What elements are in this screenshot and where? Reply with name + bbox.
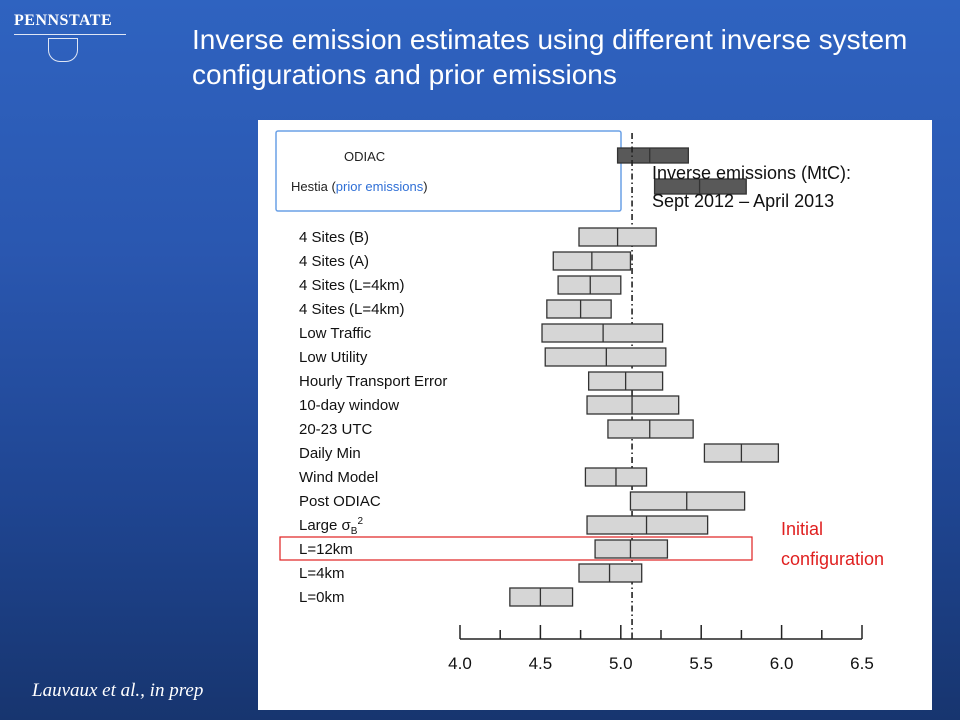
prior-label-odiac: ODIAC bbox=[344, 149, 385, 164]
row-label: 4 Sites (B) bbox=[299, 229, 369, 246]
row-label: 10-day window bbox=[299, 397, 399, 414]
row-box bbox=[557, 275, 622, 295]
prior-label-hestia: Hestia (prior emissions) bbox=[291, 179, 428, 194]
annotation-line: Sept 2012 – April 2013 bbox=[652, 191, 834, 211]
highlight-frame bbox=[279, 536, 753, 561]
logo-divider bbox=[14, 34, 126, 35]
row-label: Large σB2 bbox=[299, 516, 363, 537]
row-box bbox=[607, 419, 694, 439]
x-tick-label: 6.5 bbox=[850, 654, 874, 673]
initial-config-label: configuration bbox=[781, 549, 884, 569]
row-label: Hourly Transport Error bbox=[299, 373, 447, 390]
chart-panel: ODIAC Hestia (prior emissions) Inverse emi… bbox=[258, 120, 932, 710]
row-box bbox=[546, 299, 612, 319]
shield-icon bbox=[48, 38, 78, 62]
annotation-line: Inverse emissions (MtC): bbox=[652, 163, 851, 183]
x-tick-label: 4.5 bbox=[529, 654, 553, 673]
slide-title: Inverse emission estimates using differe… bbox=[192, 24, 908, 90]
initial-config-label: Initial bbox=[781, 519, 823, 539]
chart-svg: ODIAC Hestia (prior emissions) Inverse emi… bbox=[275, 130, 884, 673]
x-tick-label: 5.0 bbox=[609, 654, 633, 673]
row-box bbox=[594, 539, 669, 559]
row-label: 4 Sites (L=4km) bbox=[299, 277, 404, 294]
row-label: 20-23 UTC bbox=[299, 421, 373, 438]
row-label: Daily Min bbox=[299, 445, 361, 462]
x-tick-label: 4.0 bbox=[448, 654, 472, 673]
row-label: L=4km bbox=[299, 565, 344, 582]
row-box bbox=[629, 491, 746, 511]
row-box bbox=[578, 563, 643, 583]
prior-legend-box bbox=[275, 130, 622, 212]
logo-wordmark: PENNSTATE bbox=[14, 12, 113, 29]
x-tick-label: 5.5 bbox=[689, 654, 713, 673]
row-label: Post ODIAC bbox=[299, 493, 381, 510]
prior-hestia-box bbox=[653, 178, 747, 195]
pennstate-logo: PENNSTATE bbox=[14, 12, 126, 62]
row-box bbox=[509, 587, 574, 607]
row-label: Low Traffic bbox=[299, 325, 372, 342]
row-box bbox=[541, 323, 664, 343]
row-label: 4 Sites (L=4km) bbox=[299, 301, 404, 318]
row-label: L=0km bbox=[299, 589, 344, 606]
row-label: L=12km bbox=[299, 541, 353, 558]
row-box bbox=[586, 395, 680, 415]
row-box bbox=[544, 347, 667, 367]
row-label: Low Utility bbox=[299, 349, 368, 366]
row-box bbox=[586, 515, 709, 535]
citation: Lauvaux et al., in prep bbox=[32, 680, 204, 701]
row-label: 4 Sites (A) bbox=[299, 253, 369, 270]
x-tick-label: 6.0 bbox=[770, 654, 794, 673]
prior-odiac-box bbox=[616, 147, 689, 164]
row-label: Wind Model bbox=[299, 469, 378, 486]
